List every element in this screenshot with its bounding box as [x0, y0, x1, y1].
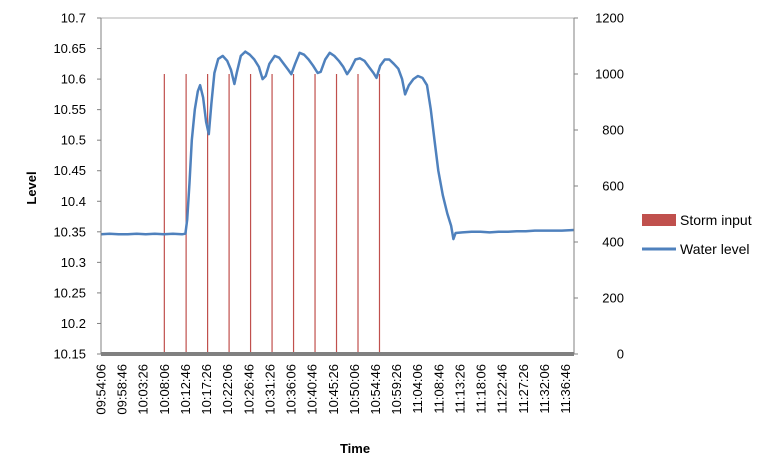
x-tick-label: 10:22:06: [220, 364, 235, 415]
x-tick-label: 10:45:26: [326, 364, 341, 415]
water-level-path: [100, 50, 575, 241]
legend: Storm input Water level: [642, 212, 752, 257]
left-tick-label: 10.5: [61, 133, 86, 148]
x-tick-label: 11:32:06: [537, 364, 552, 414]
right-tick-label: 600: [602, 179, 624, 194]
x-tick-label: 11:27:26: [516, 364, 531, 414]
left-tick-label: 10.4: [61, 194, 86, 209]
x-tick-label: 10:59:26: [389, 364, 404, 415]
right-tick-label: 800: [602, 123, 624, 138]
right-tick-label: 1200: [595, 11, 624, 26]
right-y-ticks: 0 200 400 600 800 1000 1200: [574, 11, 624, 362]
x-axis-label: Time: [340, 441, 370, 456]
x-ticks: 09:54:06 09:58:46 10:03:26 10:08:06 10:12:46…: [94, 364, 574, 415]
x-tick-label: 10:31:26: [262, 364, 277, 415]
x-tick-label: 10:03:26: [136, 364, 151, 415]
left-tick-label: 10.3: [61, 255, 86, 270]
left-tick-label: 10.25: [53, 285, 86, 300]
x-tick-label: 10:08:06: [157, 364, 172, 415]
x-tick-label: 09:58:46: [115, 364, 130, 415]
legend-storm-swatch: [642, 214, 676, 226]
left-tick-label: 10.35: [53, 224, 86, 239]
legend-storm-label: Storm input: [680, 212, 752, 228]
right-tick-label: 1000: [595, 67, 624, 82]
x-tick-label: 11:13:26: [453, 364, 468, 414]
x-tick-label: 11:36:46: [558, 364, 573, 414]
left-tick-label: 10.2: [61, 316, 86, 331]
right-tick-label: 400: [602, 235, 624, 250]
x-tick-label: 10:12:46: [178, 364, 193, 415]
axes: [100, 17, 575, 356]
x-tick-label: 10:40:46: [305, 364, 320, 415]
y-axis-label: Level: [24, 171, 39, 204]
legend-water-label: Water level: [680, 241, 750, 257]
left-tick-label: 10.6: [61, 72, 86, 87]
x-tick-label: 11:04:06: [410, 364, 425, 414]
left-tick-label: 10.65: [53, 41, 86, 56]
water-level-line: [100, 50, 575, 241]
storm-input-bars: [163, 74, 381, 354]
x-tick-label: 10:36:06: [284, 364, 299, 415]
left-y-ticks: 10.15 10.2 10.25 10.3 10.35 10.4 10.45 10.5 10.5…: [53, 11, 101, 362]
x-tick-label: 10:54:46: [368, 364, 383, 415]
right-tick-label: 200: [602, 291, 624, 306]
right-tick-label: 0: [617, 347, 624, 362]
x-tick-label: 10:26:46: [241, 364, 256, 415]
x-tick-label: 09:54:06: [94, 364, 109, 415]
storm-baseline: [101, 352, 574, 356]
left-tick-label: 10.55: [53, 102, 86, 117]
x-tick-label: 10:50:06: [347, 364, 362, 415]
x-tick-label: 11:18:06: [474, 364, 489, 414]
left-tick-label: 10.45: [53, 163, 86, 178]
left-tick-label: 10.15: [53, 347, 86, 362]
x-tick-label: 10:17:26: [199, 364, 214, 415]
x-tick-label: 11:08:46: [431, 364, 446, 414]
left-tick-label: 10.7: [61, 11, 86, 26]
x-tick-label: 11:22:46: [495, 364, 510, 414]
